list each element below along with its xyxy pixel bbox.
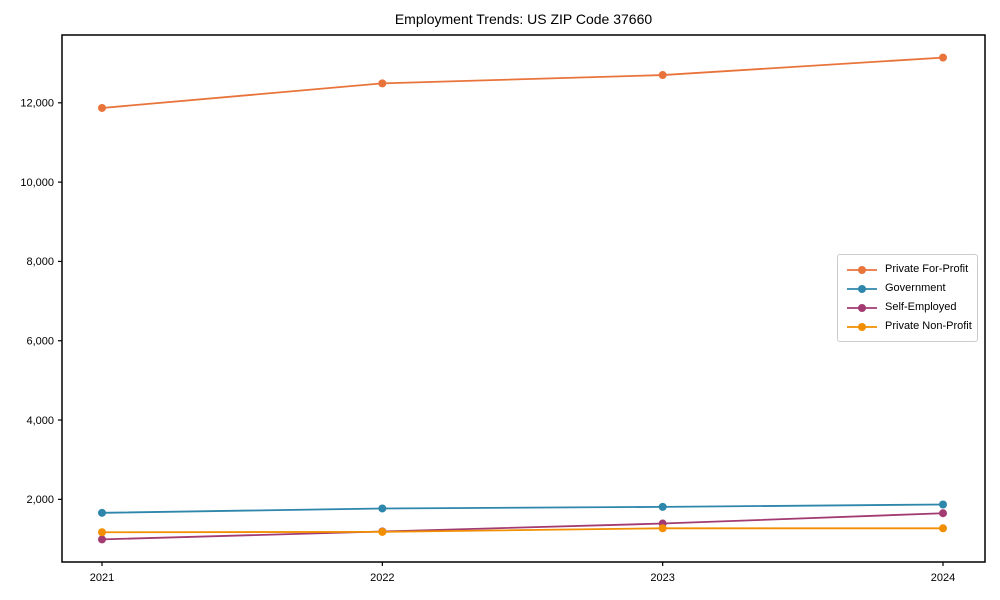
data-point-private-for-profit (378, 79, 387, 88)
series-line-government (101, 503, 944, 514)
data-point-self-employed (98, 535, 106, 544)
data-point-government (939, 500, 947, 509)
y-tick-label: 12,000 (20, 98, 54, 110)
y-tick-label: 8,000 (26, 256, 54, 268)
legend: Private For-Profit Government Self-Employe… (837, 254, 978, 342)
legend-item-government: Government (846, 279, 970, 298)
series-line-private-for-profit (101, 56, 944, 109)
data-point-private-non-profit (658, 524, 667, 533)
legend-marker-private-non-profit (847, 322, 877, 331)
legend-item-private-non-profit: Private Non-Profit (846, 317, 972, 336)
legend-marker-government (847, 284, 877, 293)
legend-marker-private-for-profit (847, 265, 877, 274)
data-point-self-employed (939, 509, 947, 518)
series-line-private-non-profit (101, 527, 943, 534)
series-line-self-employed (101, 512, 944, 541)
data-point-private-non-profit (98, 528, 106, 537)
data-point-private-for-profit (939, 53, 947, 62)
legend-label-private-for-profit: Private For-Profit (885, 263, 969, 275)
data-point-private-for-profit (98, 103, 106, 112)
data-point-private-non-profit (939, 524, 947, 533)
y-tick-label: 4,000 (26, 415, 54, 427)
x-tick-label: 2024 (931, 572, 955, 584)
data-point-private-for-profit (658, 71, 667, 80)
y-tick-label: 6,000 (26, 336, 54, 348)
x-tick-label: 2022 (370, 572, 394, 584)
data-point-government (378, 504, 387, 513)
plot-border (61, 34, 986, 563)
data-point-government (98, 508, 106, 517)
legend-item-private-for-profit: Private For-Profit (846, 260, 970, 279)
data-point-private-non-profit (378, 527, 387, 536)
x-tick-label: 2021 (90, 572, 114, 584)
y-tick-label: 10,000 (20, 177, 54, 189)
data-point-government (658, 502, 667, 511)
x-tick-label: 2023 (650, 572, 674, 584)
y-tick-label: 2,000 (26, 494, 54, 506)
legend-label-government: Government (885, 282, 946, 294)
legend-label-self-employed: Self-Employed (885, 301, 957, 313)
legend-marker-self-employed (847, 303, 877, 312)
legend-label-private-non-profit: Private Non-Profit (885, 320, 972, 332)
chart-title: Employment Trends: US ZIP Code 37660 (394, 11, 653, 27)
legend-item-self-employed: Self-Employed (846, 298, 970, 317)
